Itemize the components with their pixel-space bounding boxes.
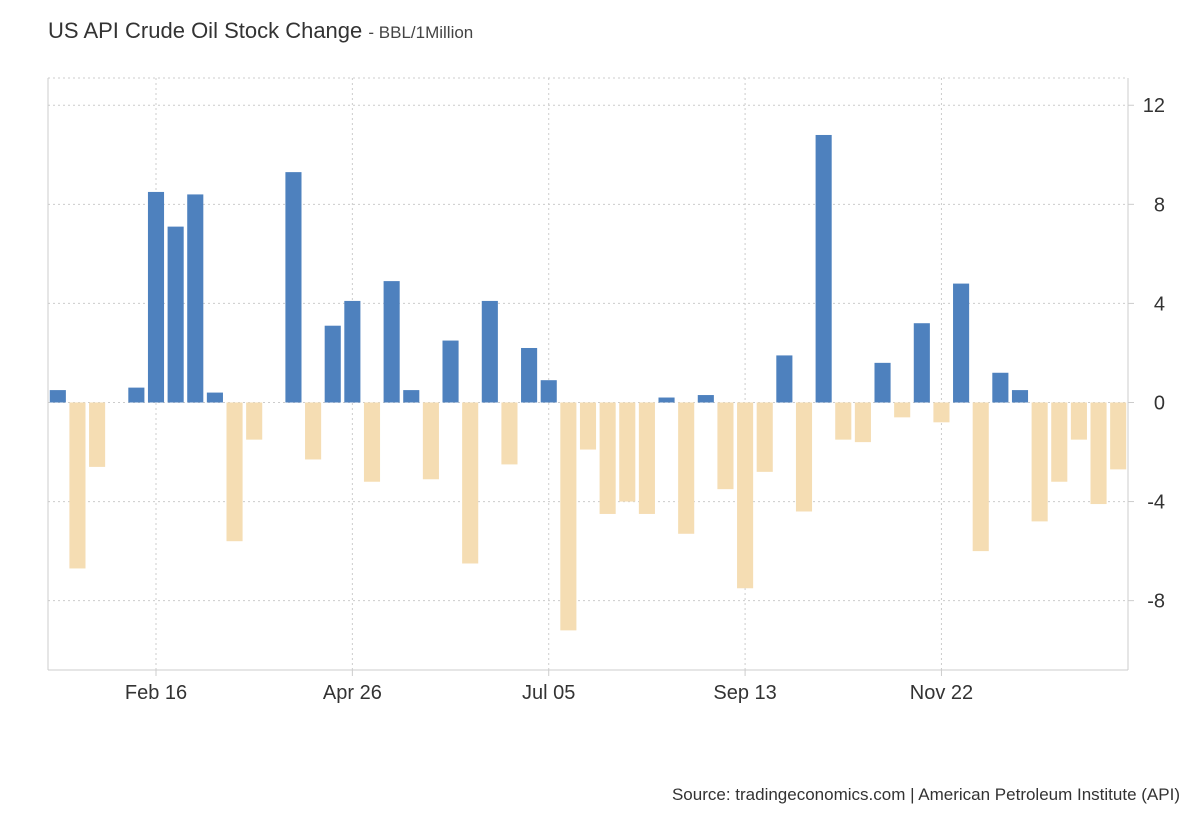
chart-unit-subtitle: - BBL/1Million <box>368 23 474 42</box>
bar-positive <box>285 172 302 403</box>
bar-positive <box>913 323 930 403</box>
bar-negative <box>894 402 911 418</box>
bar-negative <box>854 402 871 443</box>
x-tick-label: Nov 22 <box>910 682 973 704</box>
bar-positive <box>187 194 204 403</box>
bar-negative <box>1051 402 1068 482</box>
x-tick-label: Sep 13 <box>713 682 776 704</box>
y-tick-label: 0 <box>1154 392 1165 414</box>
bar-negative <box>638 402 655 514</box>
bar-negative <box>305 402 322 460</box>
bar-negative <box>363 402 381 482</box>
bar-negative <box>599 402 616 514</box>
bar-positive <box>147 191 165 403</box>
x-tick-label: Apr 26 <box>323 682 382 704</box>
bar-positive <box>776 355 793 403</box>
bar-positive <box>658 397 675 403</box>
bar-negative <box>89 402 106 467</box>
bar-negative <box>756 402 773 472</box>
bar-positive <box>442 340 459 403</box>
bar-negative <box>1110 402 1127 470</box>
bar-positive <box>206 392 223 403</box>
chart-title: US API Crude Oil Stock Change <box>48 18 363 43</box>
bar-negative <box>678 402 695 534</box>
bar-positive <box>128 387 145 403</box>
bar-positive <box>403 390 420 403</box>
y-tick-label: -8 <box>1147 591 1165 613</box>
bar-negative <box>422 402 439 480</box>
bar-positive <box>383 281 400 403</box>
bar-negative <box>717 402 734 490</box>
bar-negative <box>560 402 577 631</box>
bar-positive <box>540 380 557 403</box>
bar-negative <box>1070 402 1087 440</box>
bar-positive <box>874 362 891 403</box>
y-tick-label: 12 <box>1143 95 1165 117</box>
y-tick-label: 4 <box>1154 293 1165 315</box>
bar-positive <box>49 390 66 403</box>
bar-positive <box>324 325 341 403</box>
bar-negative <box>462 402 479 564</box>
bar-positive <box>344 300 361 403</box>
bar-positive <box>992 372 1009 403</box>
bar-negative <box>501 402 518 465</box>
bar-negative <box>1031 402 1048 522</box>
bar-positive <box>953 283 970 403</box>
bar-positive <box>815 134 832 403</box>
bar-negative <box>972 402 989 552</box>
chart-title-block: US API Crude Oil Stock Change - BBL/1Mil… <box>48 18 473 44</box>
x-tick-label: Jul 05 <box>522 682 575 704</box>
bar-negative <box>246 402 263 440</box>
y-tick-label: -4 <box>1147 492 1165 514</box>
bar-negative <box>1090 402 1107 505</box>
bar-negative <box>69 402 86 569</box>
bar-negative <box>619 402 636 502</box>
source-attribution: Source: tradingeconomics.com | American … <box>671 785 1180 804</box>
bar-positive <box>697 395 714 403</box>
bar-negative <box>795 402 813 512</box>
bar-positive <box>167 226 184 403</box>
bar-positive <box>521 347 538 403</box>
bar-positive <box>1011 390 1029 403</box>
x-tick-label: Feb 16 <box>125 682 187 704</box>
bar-positive <box>481 300 498 403</box>
y-tick-label: 8 <box>1154 194 1165 216</box>
bar-negative <box>737 402 754 589</box>
bar-negative <box>579 402 597 450</box>
bar-negative <box>933 402 950 423</box>
bar-negative <box>226 402 243 542</box>
bar-negative <box>835 402 852 440</box>
